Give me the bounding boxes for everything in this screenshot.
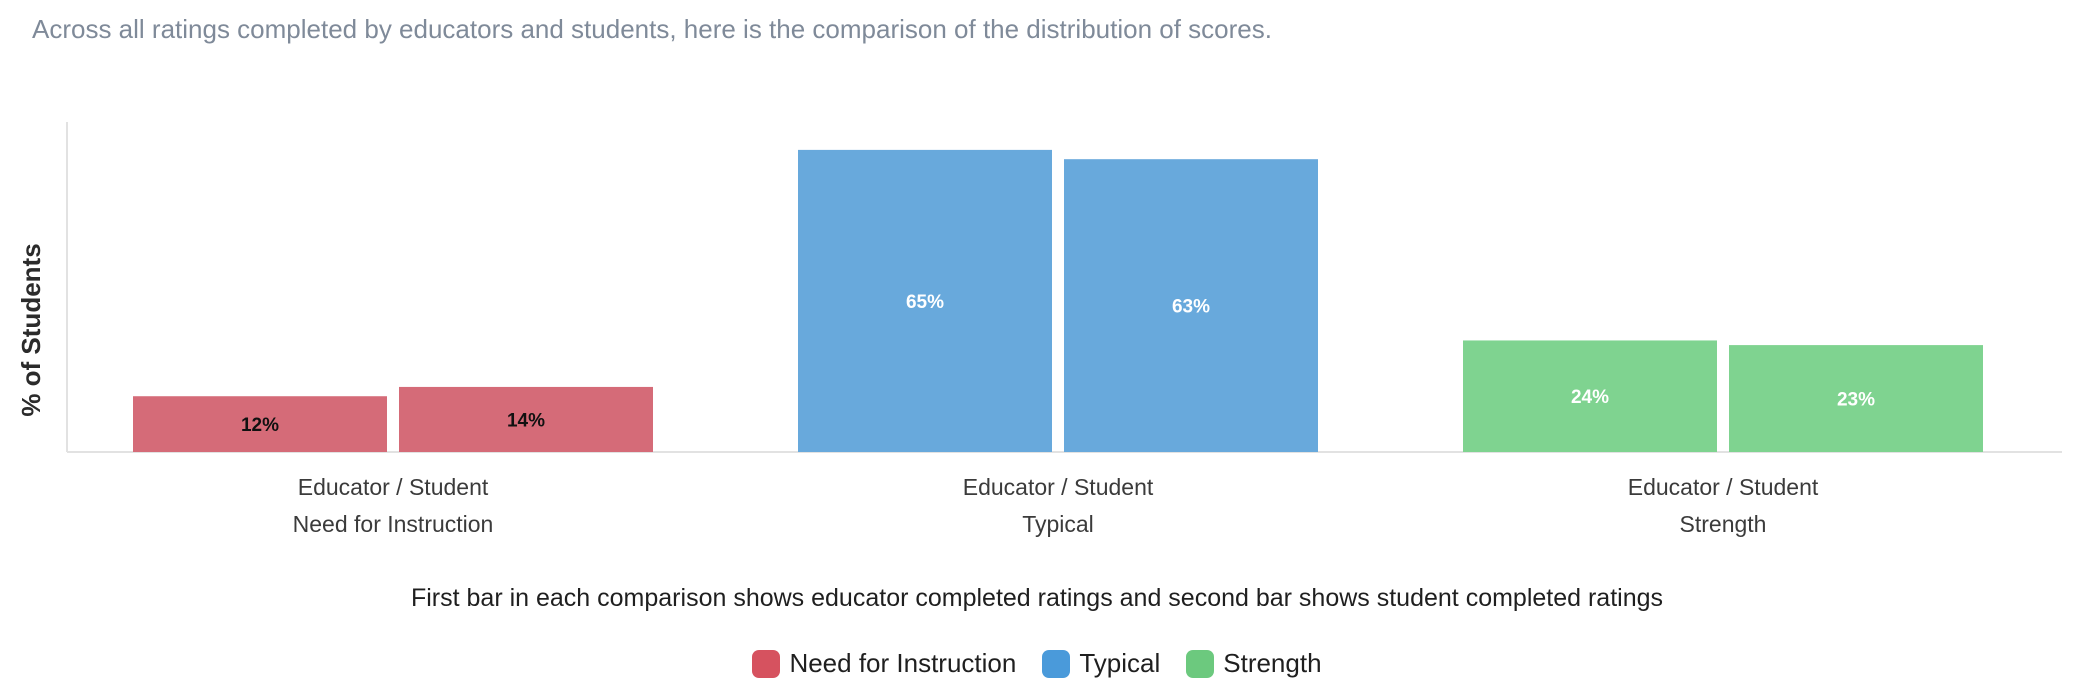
bar-typical-educator[interactable]: [798, 149, 1052, 452]
bar-chart: % of Students 12% 14% Educator / Student Ne…: [16, 122, 2062, 537]
data-label-need-for-instruction-educator: 12%: [241, 415, 279, 436]
data-label-strength-student: 23%: [1837, 390, 1875, 411]
group-sublabel: Educator / Student: [298, 474, 489, 500]
bar-typical-student[interactable]: [1064, 159, 1318, 452]
legend-label: Typical: [1079, 648, 1161, 678]
data-label-typical-student: 63%: [1172, 297, 1210, 318]
legend: Need for Instruction Typical Strength: [0, 648, 2074, 679]
intro-text: Across all ratings completed by educator…: [32, 14, 1272, 44]
legend-swatch-strength: [1186, 649, 1215, 678]
category-label-strength: Strength: [1680, 511, 1767, 537]
data-label-strength-educator: 24%: [1571, 387, 1609, 408]
group-sublabel: Educator / Student: [1628, 474, 1819, 500]
chart-caption: First bar in each comparison shows educa…: [410, 584, 1664, 612]
bar-need-for-instruction-educator[interactable]: [133, 396, 387, 452]
legend-item-strength[interactable]: Strength: [1186, 648, 1322, 679]
category-label-typical: Typical: [1022, 511, 1094, 537]
bar-strength-student[interactable]: [1729, 345, 1983, 452]
legend-label: Strength: [1223, 648, 1322, 678]
data-label-need-for-instruction-student: 14%: [507, 410, 545, 431]
data-label-typical-educator: 65%: [906, 292, 944, 313]
y-axis-label: % of Students: [16, 243, 46, 416]
legend-swatch-typical: [1042, 649, 1071, 678]
bar-strength-educator[interactable]: [1463, 340, 1717, 452]
category-label-need-for-instruction: Need for Instruction: [293, 511, 494, 537]
legend-item-need-for-instruction[interactable]: Need for Instruction: [752, 648, 1016, 679]
legend-item-typical[interactable]: Typical: [1042, 648, 1160, 679]
group-sublabel: Educator / Student: [963, 474, 1154, 500]
legend-swatch-need-for-instruction: [752, 649, 781, 678]
legend-label: Need for Instruction: [789, 648, 1017, 678]
bar-need-for-instruction-student[interactable]: [399, 386, 653, 452]
